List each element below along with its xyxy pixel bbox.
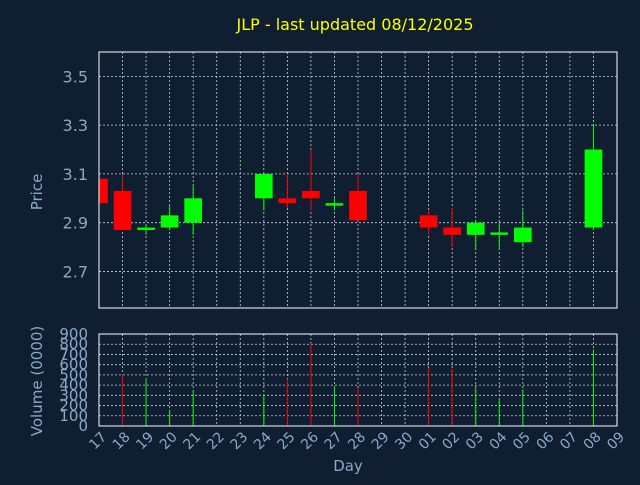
candle-19 — [137, 225, 155, 235]
candle-05 — [513, 210, 532, 248]
candle-24 — [254, 173, 273, 211]
volume-plot-frame — [98, 333, 618, 427]
candle-body — [113, 190, 132, 230]
x-tick-label: 26 — [298, 429, 322, 453]
x-tick-label: 03 — [463, 429, 487, 453]
x-tick-label: 06 — [534, 429, 558, 453]
x-tick-label: 17 — [86, 429, 110, 453]
x-tick-label: 28 — [345, 429, 369, 453]
axes: 17 18 19 20 21 22 23 24 25 26 27 28 29 30 01 02 03 04 05 06… — [59, 51, 628, 453]
volume-tick-label: 100 — [59, 407, 88, 425]
candle-body — [137, 227, 155, 230]
candle-18 — [113, 173, 132, 230]
candle-26 — [302, 149, 320, 211]
volume-tick-label: 0 — [78, 417, 88, 435]
candle-08 — [584, 125, 603, 230]
price-tick-label: 2.9 — [63, 214, 88, 233]
candle-25 — [278, 173, 297, 209]
candle-body — [443, 227, 462, 235]
candle-01 — [419, 210, 438, 235]
candle-body — [584, 149, 603, 228]
volume-axis-label: Volume (0000) — [28, 326, 46, 436]
candle-body — [490, 232, 509, 235]
price-axis-label: Price — [28, 174, 46, 211]
volume-tick-label: 500 — [59, 366, 88, 384]
volume-tick-label: 600 — [59, 356, 88, 374]
candle-body — [278, 198, 297, 204]
candle-body — [325, 203, 344, 206]
price-tick-label: 2.7 — [63, 262, 88, 281]
volume-tick-label: 800 — [59, 335, 88, 353]
x-tick-label: 01 — [416, 429, 440, 453]
candle-body — [419, 215, 438, 228]
candle-17 — [99, 178, 108, 204]
candle-21 — [184, 186, 203, 235]
x-tick-label: 21 — [180, 429, 204, 453]
candle-body — [184, 198, 203, 223]
volume-tick-label: 900 — [59, 325, 88, 343]
x-tick-label: 24 — [251, 429, 275, 453]
plot-marks — [99, 125, 603, 426]
candle-28 — [349, 173, 367, 221]
candle-03 — [466, 222, 485, 250]
x-tick-label: 22 — [204, 429, 228, 453]
x-axis-label: Day — [333, 457, 363, 475]
candle-body — [302, 190, 320, 199]
grid-lines — [99, 52, 617, 427]
volume-tick-label: 700 — [59, 345, 88, 363]
x-tick-label: 18 — [110, 429, 134, 453]
price-tick-label: 3.3 — [63, 116, 88, 135]
x-tick-label: 04 — [486, 429, 510, 453]
x-tick-label: 23 — [227, 429, 251, 453]
x-tick-label: 02 — [439, 429, 463, 453]
x-tick-label: 19 — [133, 429, 157, 453]
volume-tick-label: 400 — [59, 376, 88, 394]
x-tick-label: 30 — [392, 429, 416, 453]
x-tick-label: 08 — [581, 429, 605, 453]
candle-body — [513, 227, 532, 243]
price-plot-frame — [98, 51, 618, 309]
candle-body — [99, 178, 108, 204]
candle-body — [349, 190, 367, 221]
price-tick-label: 3.5 — [63, 67, 88, 86]
candle-04 — [490, 222, 509, 250]
volume-tick-label: 200 — [59, 397, 88, 415]
candle-27 — [325, 198, 344, 211]
candle-body — [466, 222, 485, 235]
candle-body — [254, 173, 273, 199]
candle-body — [160, 215, 179, 228]
candle-02 — [443, 208, 462, 248]
x-tick-label: 07 — [557, 429, 581, 453]
x-tick-label: 09 — [604, 429, 628, 453]
x-tick-label: 27 — [322, 429, 346, 453]
x-tick-label: 29 — [369, 429, 393, 453]
chart-title: JLP - last updated 08/12/2025 — [235, 15, 473, 34]
price-tick-label: 3.1 — [63, 165, 88, 184]
candles — [99, 125, 603, 250]
x-tick-label: 20 — [157, 429, 181, 453]
candle-20 — [160, 205, 179, 230]
x-tick-label: 05 — [510, 429, 534, 453]
x-tick-label: 25 — [275, 429, 299, 453]
volume-tick-label: 300 — [59, 386, 88, 404]
